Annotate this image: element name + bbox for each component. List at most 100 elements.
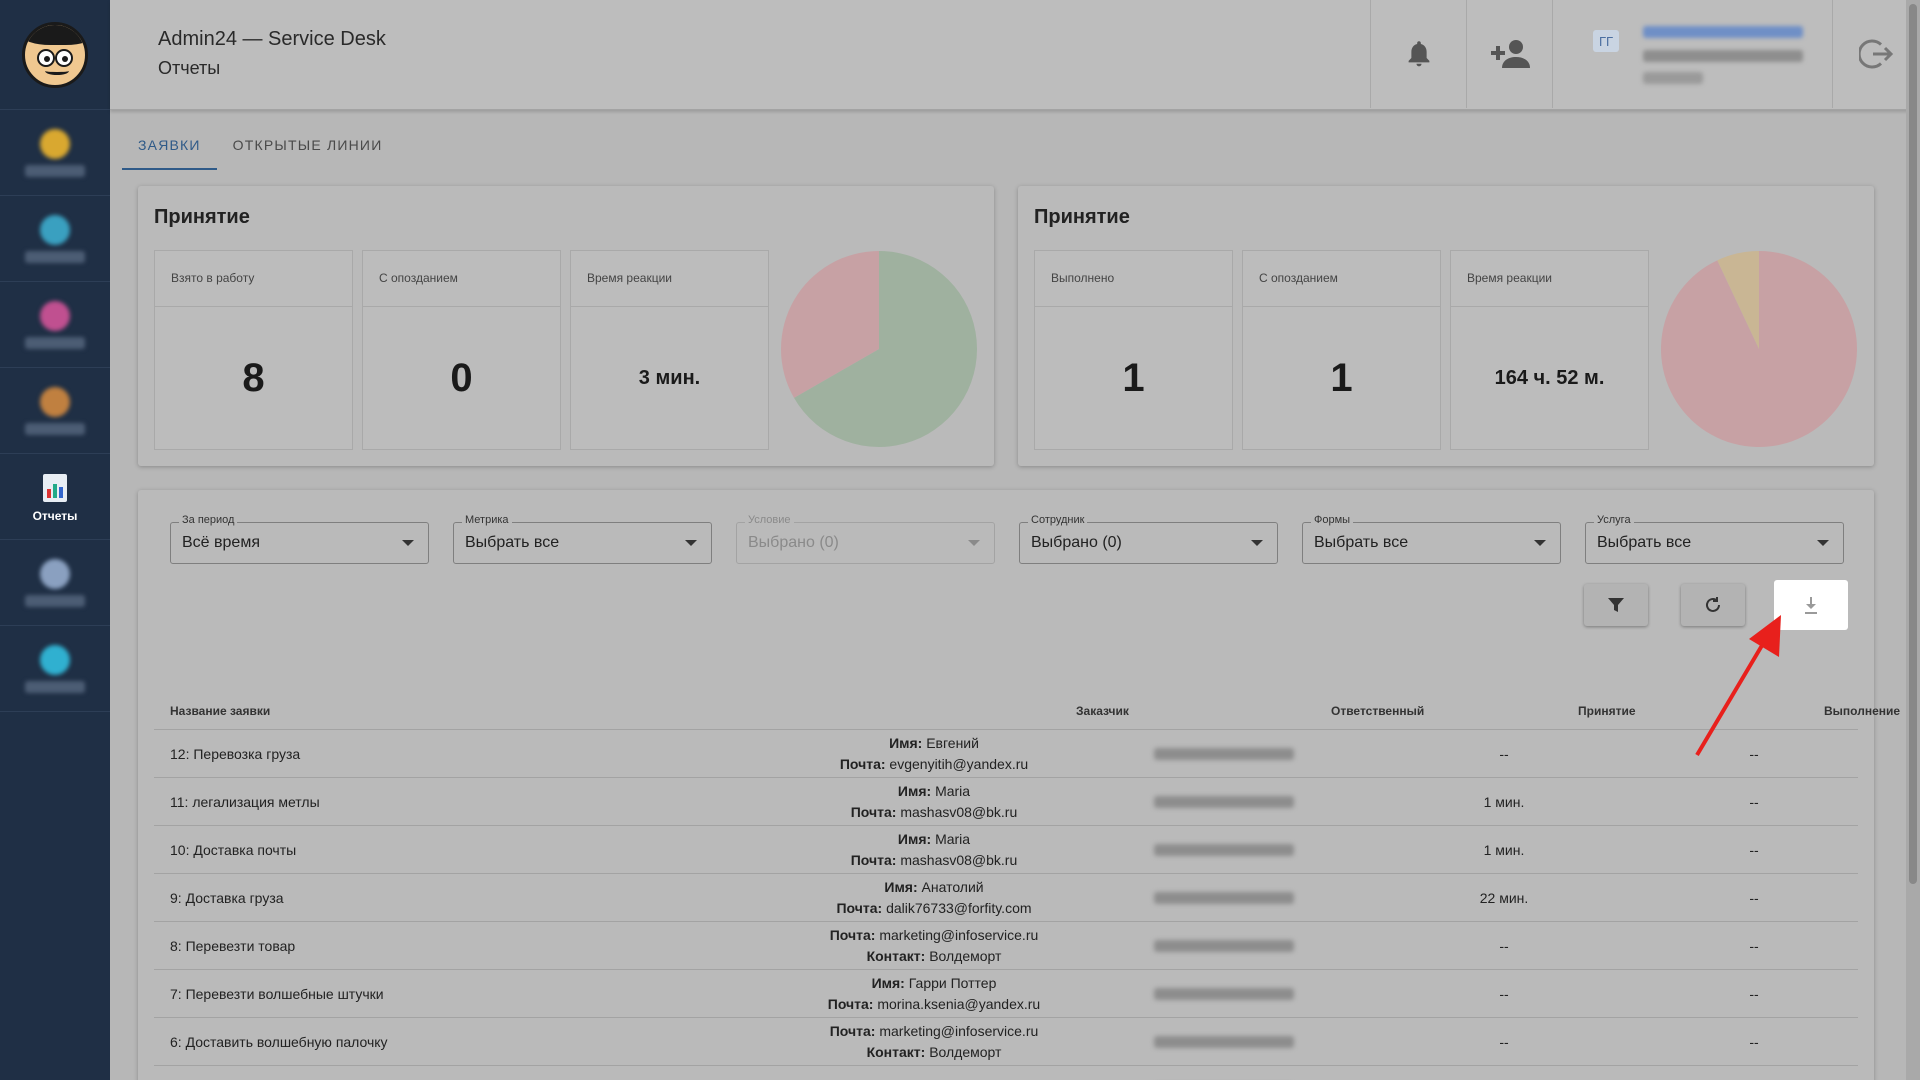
filter-button[interactable] [1584,584,1648,626]
add-user-button[interactable] [1466,0,1552,108]
table-row[interactable]: 7: Перевезти волшебные штучки Имя: Гарри … [154,970,1858,1018]
stat-value: 164 ч. 52 м. [1494,367,1605,389]
user-profile[interactable]: ГГ [1552,0,1832,108]
field-value: Выбрать все [465,534,560,551]
sidebar-item-label [25,336,85,349]
app-icon [40,128,70,159]
download-button[interactable] [1774,580,1848,630]
page-scrollbar[interactable] [1906,0,1920,1080]
done-value: -- [1749,890,1759,906]
customer-value: Maria [935,783,971,799]
customer-value: marketing@infoservice.ru [879,1023,1039,1039]
table-row[interactable]: 8: Перевезти товар Почта: marketing@infos… [154,922,1858,970]
sidebar-item-label: Отчеты [32,508,78,523]
card-title: Принятие [1034,206,1130,228]
responsible-name-blurred [1154,940,1294,952]
sidebar-item-7[interactable] [0,626,110,712]
chevron-down-icon [968,540,980,546]
customer-key: Почта: [836,900,883,916]
refresh-button[interactable] [1681,584,1745,626]
accepted-value: 1 мин. [1483,794,1525,810]
customer-value: Maria [935,831,971,847]
sidebar-item-reports[interactable]: Отчеты [0,454,110,540]
responsible-name-blurred [1154,748,1294,760]
customer-key: Почта: [839,756,886,772]
request-name[interactable]: 12: Перевозка груза [170,730,300,778]
accepted-cell: -- [1454,730,1554,778]
request-name[interactable]: 10: Доставка почты [170,826,296,874]
request-name-text: 9: Доставка груза [170,890,284,906]
sidebar-item-3[interactable] [0,282,110,368]
customer-value: dalik76733@forfity.com [886,900,1032,916]
sidebar-item-4[interactable] [0,368,110,454]
stat-label: Время реакции [1451,251,1648,307]
sidebar-item-2[interactable] [0,196,110,282]
accepted-value: -- [1499,938,1509,954]
customer-cell: Имя: Анатолий Почта: dalik76733@forfity.c… [794,874,1074,922]
condition-select: Условие Выбрано (0) [736,514,995,564]
stat-late: С опозданием 1 [1242,250,1441,450]
metric-select[interactable]: Метрика Выбрать все [453,514,712,564]
stat-label: Выполнено [1035,251,1232,307]
sidebar-item-1[interactable] [0,110,110,196]
customer-cell: Почта: marketing@infoservice.ru Контакт: … [794,1018,1074,1066]
field-value: Выбрано (0) [1031,534,1122,551]
acceptance-card: Принятие Взято в работу 8 С опозданием 0… [138,186,994,466]
bell-icon [1408,41,1429,67]
scrollbar-thumb[interactable] [1909,4,1917,884]
stat-reaction-time: Время реакции 164 ч. 52 м. [1450,250,1649,450]
stat-reaction-time: Время реакции 3 мин. [570,250,769,450]
table-row[interactable]: 10: Доставка почты Имя: Maria Почта: masha… [154,826,1858,874]
sidebar-item-label [25,164,85,177]
done-cell: -- [1704,970,1804,1018]
period-select[interactable]: За период Всё время [170,514,429,564]
customer-line: Почта: mashasv08@bk.ru [851,802,1018,823]
notifications-button[interactable] [1370,0,1466,108]
table-row[interactable]: 12: Перевозка груза Имя: Евгений Почта: ev… [154,730,1858,778]
responsible-cell [1144,922,1304,970]
responsible-name-blurred [1154,1036,1294,1048]
customer-line: Почта: dalik76733@forfity.com [836,898,1031,919]
request-name[interactable]: 8: Перевезти товар [170,922,295,970]
customer-value: marketing@infoservice.ru [879,927,1039,943]
accepted-cell: -- [1454,970,1554,1018]
logo[interactable] [0,0,110,110]
customer-key: Имя: [897,831,932,847]
forms-select[interactable]: Формы Выбрать все [1302,514,1561,564]
stat-label: С опозданием [1243,251,1440,307]
sidebar-item-6[interactable] [0,540,110,626]
customer-line: Почта: morina.ksenia@yandex.ru [828,994,1040,1015]
logout-button[interactable] [1832,0,1920,108]
customer-value: Волдеморт [929,948,1002,964]
table-row[interactable]: 9: Доставка груза Имя: Анатолий Почта: dal… [154,874,1858,922]
user-name-blurred [1643,26,1803,38]
table-header: Название заявки Заказчик Ответственный П… [154,690,1900,730]
table-row[interactable]: 5: Починить еще Почта: marketing@infoserv… [154,1066,1858,1080]
field-label: Сотрудник [1028,514,1088,526]
tab-requests[interactable]: Заявки [122,126,217,170]
avatar: ГГ [1593,30,1619,52]
download-icon [1805,597,1817,614]
tab-open-lines[interactable]: Открытые линии [232,137,383,153]
request-name[interactable]: 7: Перевезти волшебные штучки [170,970,384,1018]
service-select[interactable]: Услуга Выбрать все [1585,514,1844,564]
sidebar-item-label [25,680,85,693]
chevron-down-icon [1251,540,1263,546]
field-label: Метрика [462,514,512,526]
table-row[interactable]: 6: Доставить волшебную палочку Почта: mar… [154,1018,1858,1066]
employee-select[interactable]: Сотрудник Выбрано (0) [1019,514,1278,564]
accepted-value: -- [1499,746,1509,762]
request-name[interactable]: 11: легализация метлы [170,778,320,826]
done-cell: 164 ч. 52 м. [1704,1066,1804,1080]
table-row[interactable]: 11: легализация метлы Имя: Maria Почта: ma… [154,778,1858,826]
user-role-blurred [1643,50,1803,62]
field-label: Услуга [1594,514,1634,526]
column-header: Принятие [1578,704,1636,718]
filter-icon [1608,598,1624,612]
customer-key: Почта: [850,804,897,820]
request-name[interactable]: 5: Починить еще [170,1066,278,1080]
request-name[interactable]: 9: Доставка груза [170,874,284,922]
chevron-down-icon [1534,540,1546,546]
request-name[interactable]: 6: Доставить волшебную палочку [170,1018,388,1066]
report-table-card: За период Всё время Метрика Выбрать все … [138,490,1900,1080]
